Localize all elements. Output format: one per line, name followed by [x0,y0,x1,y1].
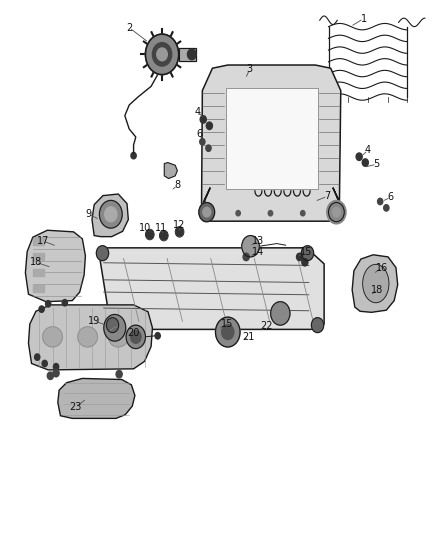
Polygon shape [25,230,85,302]
Circle shape [131,330,141,343]
Text: 2: 2 [126,23,132,33]
Text: 15: 15 [221,319,233,329]
Bar [33,238,44,245]
Circle shape [157,48,167,61]
Circle shape [204,211,208,216]
Ellipse shape [109,327,128,347]
Circle shape [378,198,383,205]
Bar [33,269,44,276]
Circle shape [46,301,51,307]
Text: 17: 17 [37,236,49,246]
Circle shape [152,43,172,66]
Text: 18: 18 [30,257,42,267]
Text: 21: 21 [243,332,255,342]
Text: 4: 4 [195,107,201,117]
Circle shape [356,153,362,160]
Circle shape [203,207,211,217]
Circle shape [106,318,119,333]
Circle shape [131,152,136,159]
Circle shape [53,364,59,370]
Bar [33,253,44,260]
Text: 23: 23 [69,402,81,412]
Circle shape [187,49,196,60]
Text: 3: 3 [247,64,253,74]
Circle shape [176,228,183,236]
Circle shape [243,253,249,261]
Circle shape [362,159,368,166]
Circle shape [311,318,324,333]
Polygon shape [226,88,318,189]
Polygon shape [99,248,324,329]
Circle shape [99,200,122,228]
Circle shape [126,325,145,349]
Circle shape [242,236,259,257]
Circle shape [222,325,234,340]
Ellipse shape [363,264,389,303]
Text: 10: 10 [139,223,152,233]
Text: 9: 9 [85,209,92,219]
Polygon shape [201,65,341,221]
Circle shape [96,246,109,261]
Circle shape [206,122,212,130]
Circle shape [236,211,240,216]
Text: 20: 20 [127,328,140,337]
Polygon shape [92,194,128,237]
Circle shape [332,207,340,217]
Text: 13: 13 [252,236,265,246]
Text: 7: 7 [325,191,331,201]
Circle shape [328,203,344,222]
Circle shape [145,34,179,75]
Circle shape [300,211,305,216]
Text: 19: 19 [88,316,100,326]
Text: 22: 22 [260,321,272,331]
Circle shape [302,259,308,266]
Circle shape [200,139,205,145]
Text: 8: 8 [174,181,180,190]
Circle shape [53,369,59,377]
Circle shape [206,145,211,151]
Text: 15: 15 [300,247,313,256]
Circle shape [200,116,206,123]
Circle shape [301,246,314,261]
Polygon shape [28,305,152,370]
Circle shape [146,230,153,239]
Circle shape [297,253,303,261]
Bar [179,48,196,61]
Polygon shape [352,255,398,312]
Polygon shape [58,378,135,418]
Text: 5: 5 [374,159,380,169]
Circle shape [105,207,117,222]
Circle shape [155,333,160,339]
Polygon shape [164,163,177,179]
Text: 6: 6 [196,130,202,139]
Circle shape [327,200,346,224]
Text: 16: 16 [376,263,388,272]
Circle shape [62,300,67,306]
Bar [33,285,44,292]
Circle shape [268,211,272,216]
Text: 18: 18 [371,285,384,295]
Circle shape [271,302,290,325]
Text: 1: 1 [360,14,367,23]
Circle shape [384,205,389,211]
Circle shape [199,203,215,222]
Text: 6: 6 [388,192,394,202]
Circle shape [35,354,40,360]
Circle shape [116,370,122,378]
Text: 11: 11 [155,223,167,233]
Circle shape [39,306,44,312]
Text: 12: 12 [173,220,185,230]
Circle shape [47,372,53,379]
Circle shape [333,211,337,216]
Circle shape [215,317,240,347]
Bar [179,48,196,61]
Ellipse shape [42,327,62,347]
Circle shape [160,231,167,240]
Text: 14: 14 [252,247,265,256]
Ellipse shape [78,327,97,347]
Circle shape [42,360,47,367]
Circle shape [104,314,126,341]
Text: 4: 4 [365,146,371,155]
